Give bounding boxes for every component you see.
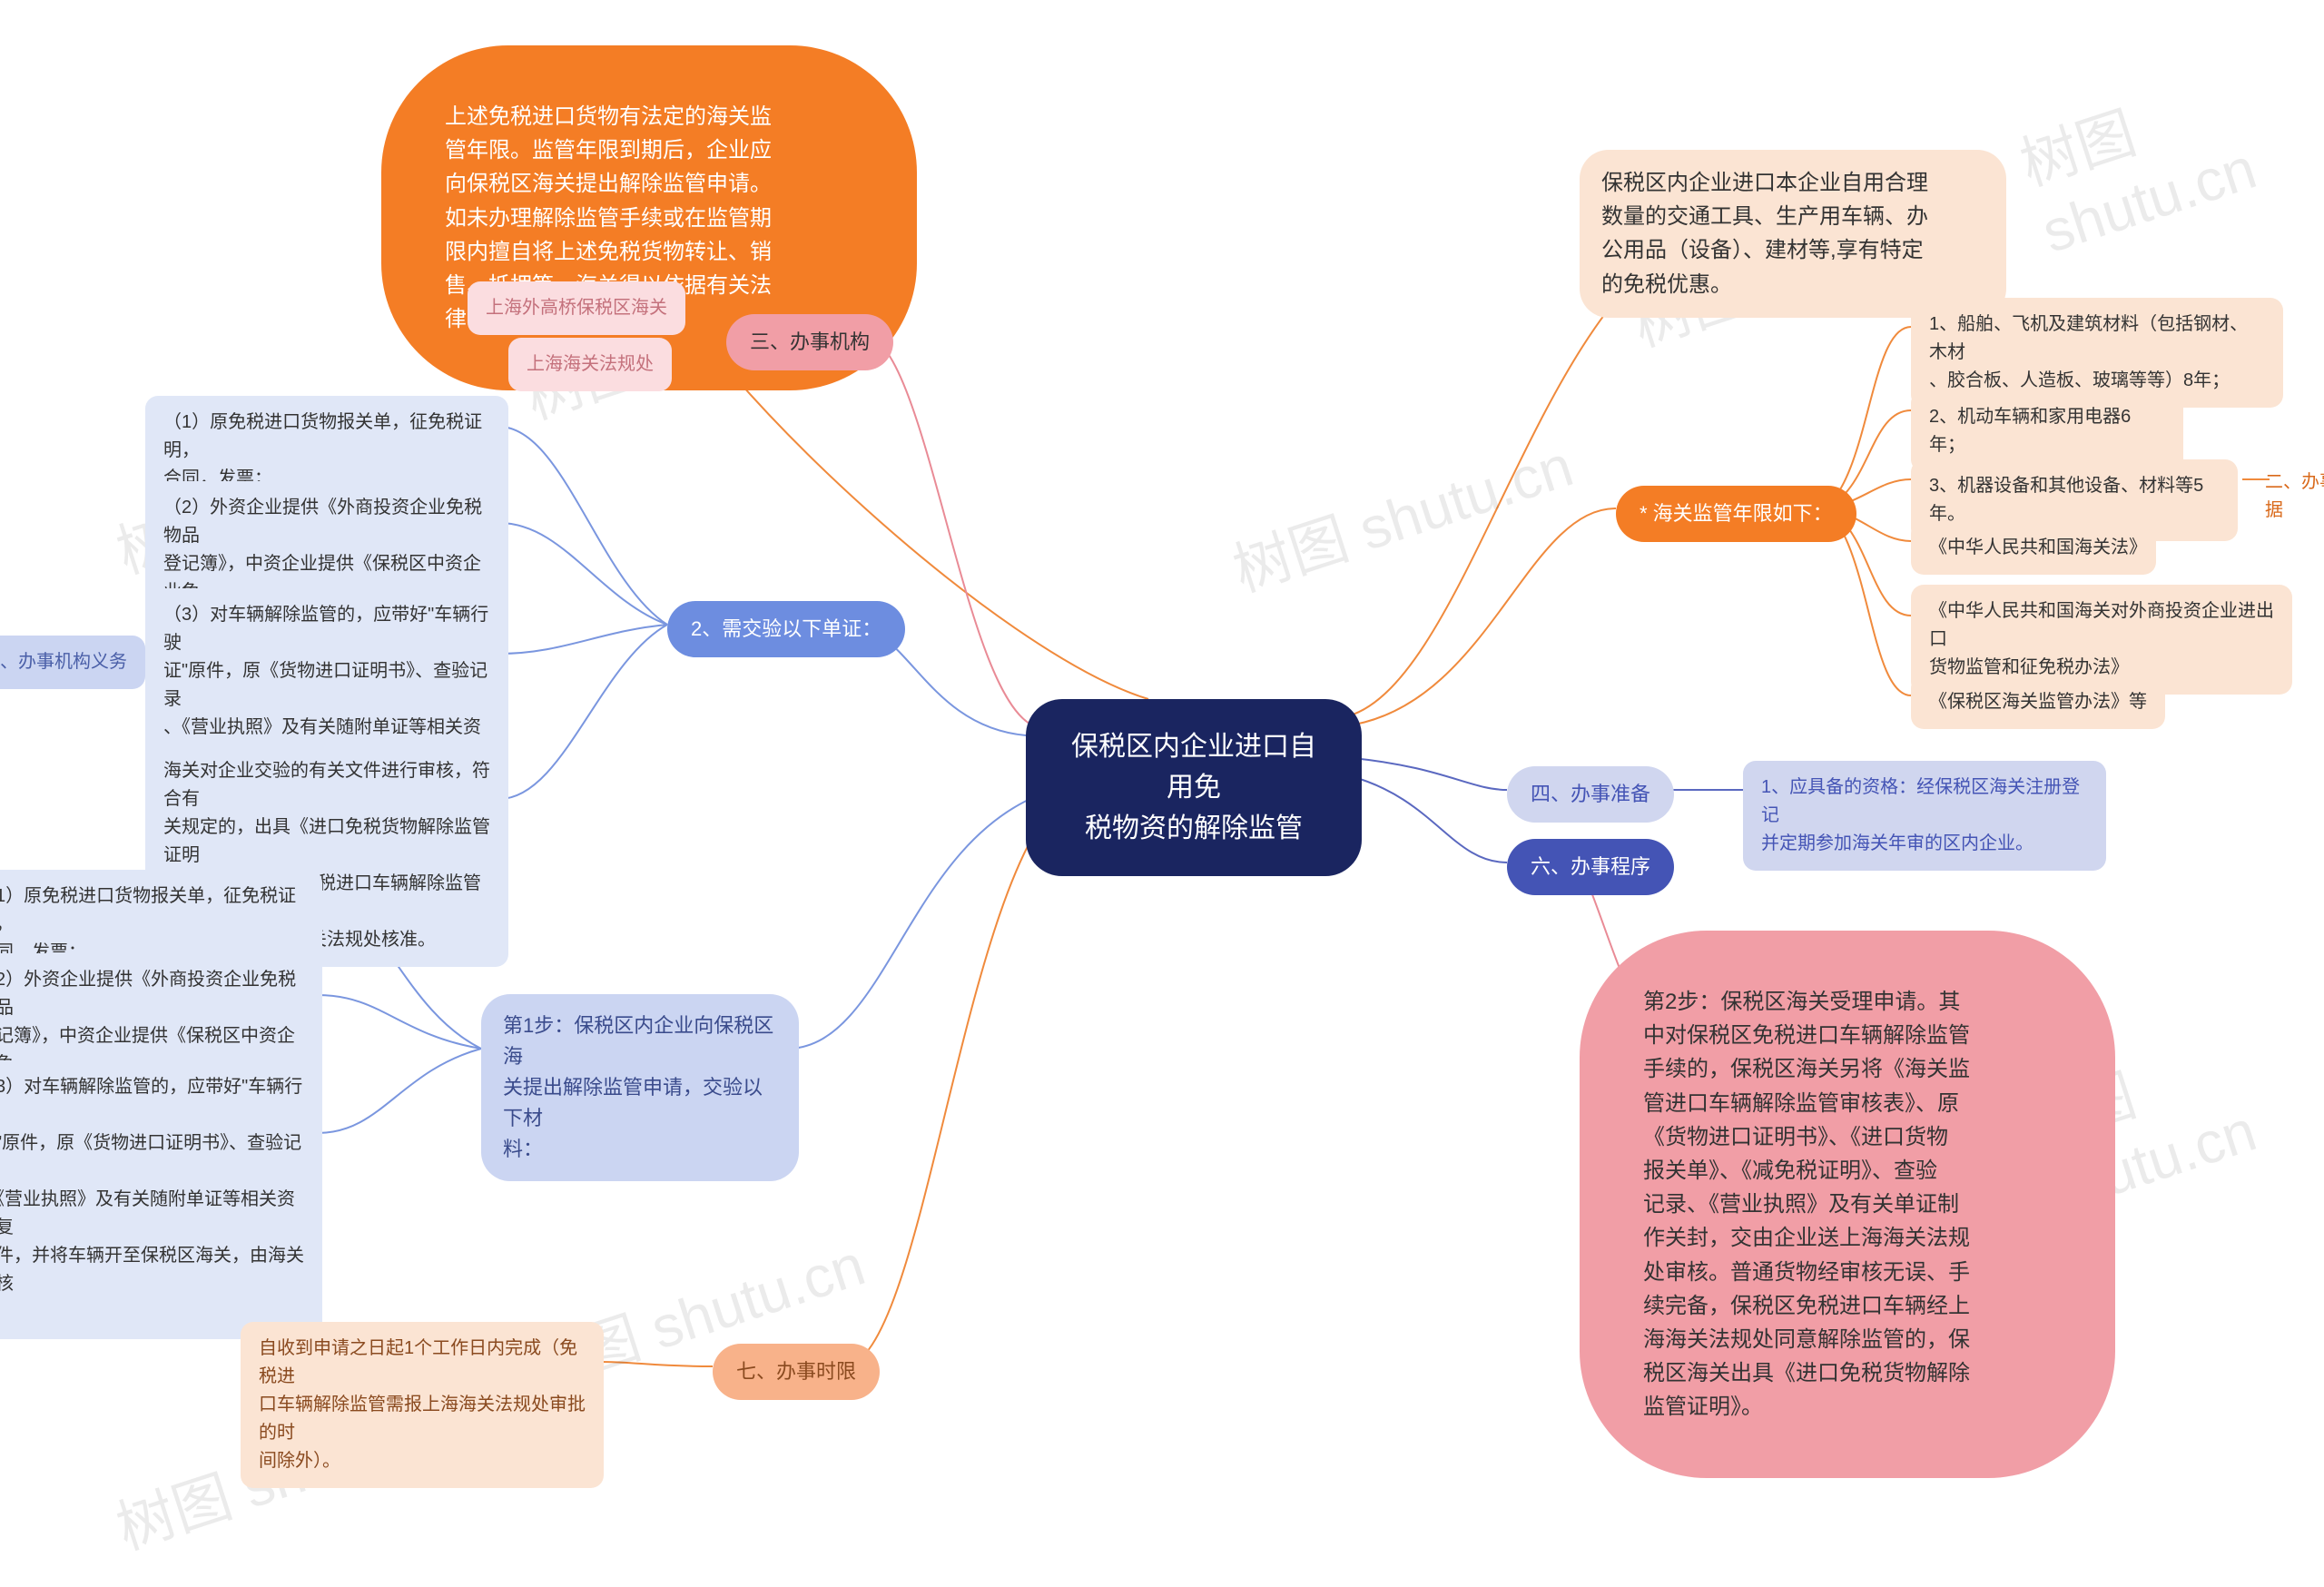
section-7-label: 七、办事时限: [713, 1344, 880, 1400]
supervise-item-4: 《中华人民共和国海关法》: [1911, 521, 2156, 575]
watermark: 树图 shutu.cn: [2008, 30, 2324, 266]
note-tax-benefit: 保税区内企业进口本企业自用合理数量的交通工具、生产用车辆、办公用品（设备）、建材…: [1580, 150, 2006, 318]
doc-label: 2、需交验以下单证：: [667, 601, 905, 657]
step1-item-3: （3）对车辆解除监管的，应带好"车辆行驶证"原件，原《货物进口证明书》、查验记录…: [0, 1060, 322, 1339]
sec7-item-1: 自收到申请之日起1个工作日内完成（免税进口车辆解除监管需报上海海关法规处审批的时…: [241, 1322, 604, 1488]
section-3-label: 三、办事机构: [726, 314, 893, 370]
sec4-item-1: 1、应具备的资格：经保税区海关注册登记并定期参加海关年审的区内企业。: [1743, 761, 2106, 871]
center-node: 保税区内企业进口自用免税物资的解除监管: [1026, 699, 1362, 876]
sec3-item-b: 上海海关法规处: [508, 338, 672, 391]
step2-note: 第2步：保税区海关受理申请。其中对保税区免税进口车辆解除监管手续的，保税区海关另…: [1580, 931, 2115, 1478]
supervise-years-label: * 海关监管年限如下：: [1616, 486, 1856, 542]
step1-label: 第1步：保税区内企业向保税区海关提出解除监管申请，交验以下材料：: [481, 994, 799, 1181]
sec3-item-a: 上海外高桥保税区海关: [468, 281, 685, 335]
section-6-label: 六、办事程序: [1507, 839, 1674, 895]
supervise-item-6: 《保税区海关监管办法》等: [1911, 675, 2165, 729]
section-4-label: 四、办事准备: [1507, 766, 1674, 823]
section-5-label: 五、办事机构义务: [0, 636, 145, 689]
section-basis: 二、办事依据: [2265, 459, 2324, 534]
watermark: 树图 shutu.cn: [1221, 419, 1581, 607]
